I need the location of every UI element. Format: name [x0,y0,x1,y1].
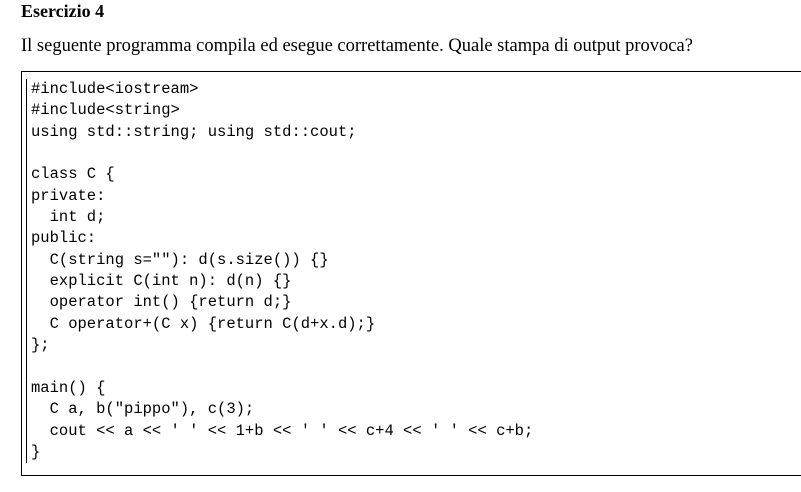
code-line: main() { [31,378,106,397]
code-line: class C { [31,165,115,184]
code-line: using std::string; using std::cout; [31,122,357,141]
code-line: C operator+(C x) {return C(d+x.d);} [31,314,376,333]
code-listing-box: #include<iostream> #include<string> usin… [21,71,801,476]
code-line: int d; [31,208,106,227]
exercise-question: Il seguente programma compila ed esegue … [21,36,693,56]
code-line: }; [31,336,50,355]
code-line: private: [31,186,106,205]
code-line: #include<iostream> [31,80,199,98]
code-line: explicit C(int n): d(n) {} [31,272,292,291]
code-line: public: [31,229,97,248]
code-listing: #include<iostream> #include<string> usin… [26,79,534,464]
exercise-title: Esercizio 4 [21,1,105,21]
code-line [31,356,533,377]
code-line: C(string s=""): d(s.size()) {} [31,250,329,269]
code-line: } [31,442,41,461]
code-line [31,143,533,164]
code-line: C a, b("pippo"), c(3); [31,400,255,419]
code-line: operator int() {return d;} [31,293,292,312]
code-line: cout << a << ' ' << 1+b << ' ' << c+4 <<… [31,421,534,440]
code-line: #include<string> [31,101,180,120]
